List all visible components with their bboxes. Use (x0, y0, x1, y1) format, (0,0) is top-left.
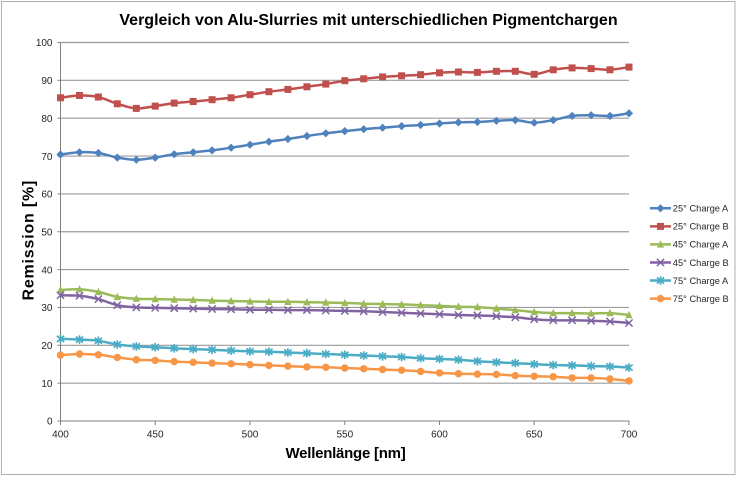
svg-text:20: 20 (41, 341, 53, 352)
svg-text:40: 40 (41, 265, 53, 276)
svg-text:90: 90 (41, 76, 53, 87)
svg-text:600: 600 (431, 429, 448, 440)
svg-text:45° Charge B: 45° Charge B (673, 258, 729, 268)
svg-text:50: 50 (41, 227, 53, 238)
svg-text:75° Charge A: 75° Charge A (673, 276, 729, 286)
svg-text:0: 0 (47, 417, 53, 428)
svg-text:100: 100 (36, 38, 53, 49)
svg-text:550: 550 (336, 429, 353, 440)
svg-text:Wellenlänge [nm]: Wellenlänge [nm] (286, 445, 406, 462)
svg-text:75° Charge B: 75° Charge B (673, 294, 729, 304)
svg-text:Remission [%]: Remission [%] (21, 180, 38, 301)
svg-text:700: 700 (621, 429, 638, 440)
svg-text:45° Charge A: 45° Charge A (673, 240, 729, 250)
svg-text:400: 400 (52, 429, 69, 440)
svg-text:25° Charge B: 25° Charge B (673, 222, 729, 232)
svg-text:10: 10 (41, 379, 53, 390)
svg-text:Vergleich von Alu-Slurries mit: Vergleich von Alu-Slurries mit unterschi… (119, 12, 617, 29)
svg-text:80: 80 (41, 114, 53, 125)
svg-text:70: 70 (41, 152, 53, 163)
svg-text:60: 60 (41, 190, 53, 201)
svg-text:450: 450 (147, 429, 164, 440)
svg-text:30: 30 (41, 303, 53, 314)
svg-text:650: 650 (526, 429, 543, 440)
svg-text:500: 500 (242, 429, 259, 440)
svg-text:25° Charge A: 25° Charge A (673, 204, 729, 214)
